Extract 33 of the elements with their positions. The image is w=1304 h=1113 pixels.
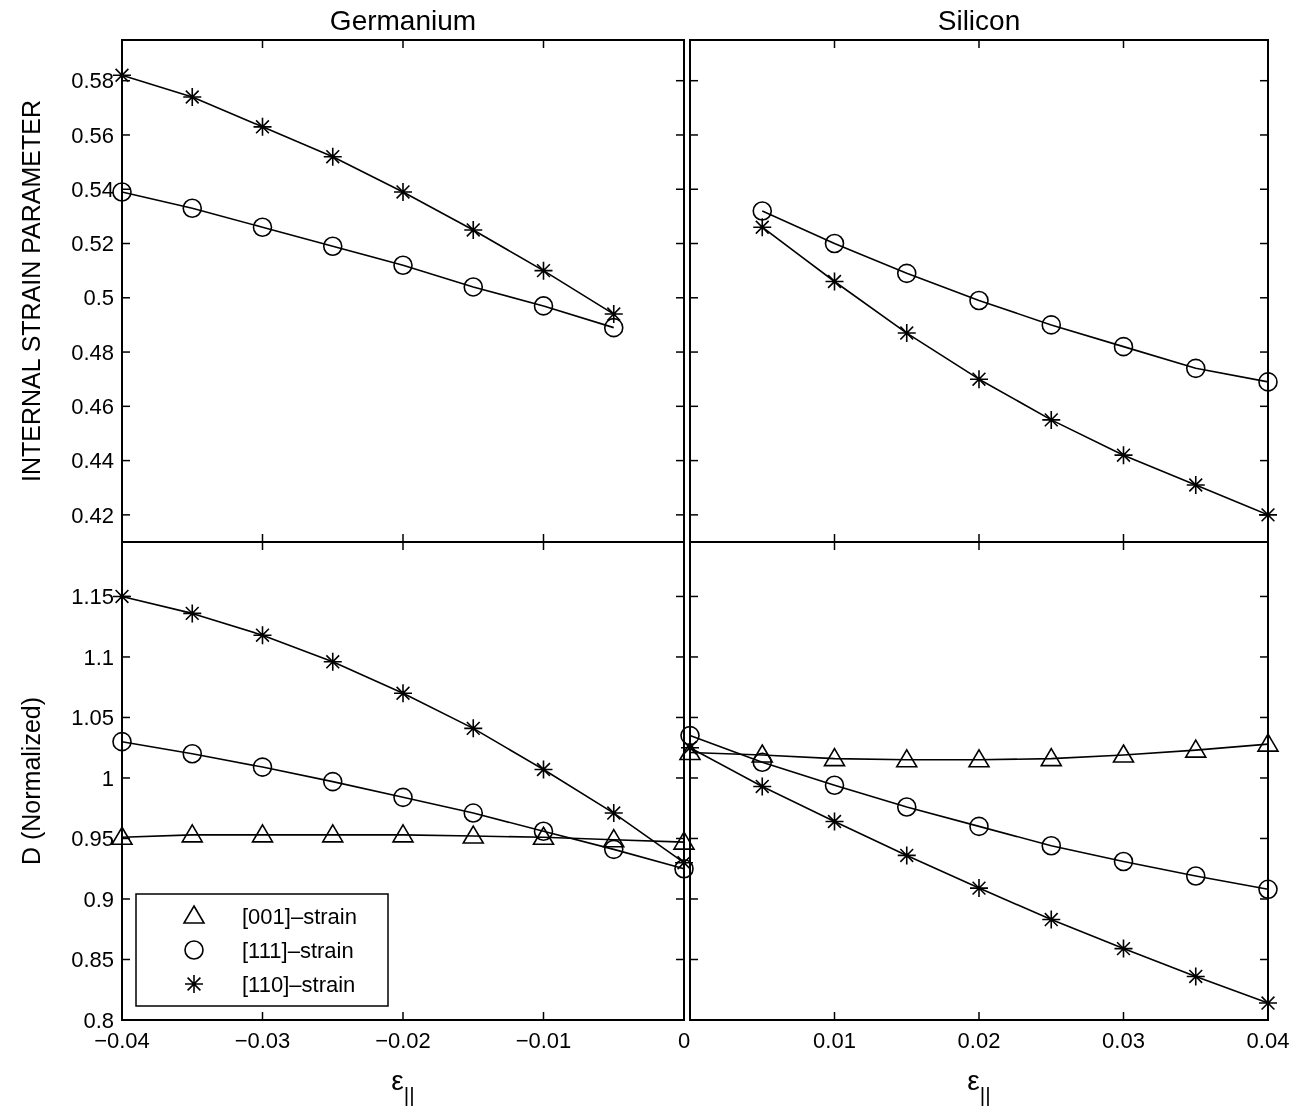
y-tick-label: 0.85 [71,947,114,973]
y-tick-label: 0.44 [71,448,114,474]
y-tick-label: 0.54 [71,176,114,202]
y-tick-label: 0.95 [71,826,114,852]
x-tick-label: −0.01 [515,1028,572,1053]
y-axis-title: D (Normalized) [17,696,45,866]
y-tick-label: 0.46 [71,394,114,420]
y-tick-label: 1.1 [83,644,114,670]
x-tick-label: 0.01 [813,1028,856,1053]
y-tick-label: 1.05 [71,705,114,731]
y-tick-label: 0.58 [71,68,114,94]
y-axis-title: INTERNAL STRAIN PARAMETER [17,100,45,482]
y-tick-label: 1 [101,765,114,791]
y-tick-label: 1.15 [71,584,114,610]
chart-title: Germanium [329,5,477,36]
y-tick-label: 0.42 [71,502,114,528]
x-tick-label: 0 [677,1028,691,1053]
y-tick-label: 0.56 [71,122,114,148]
y-tick-label: 0.48 [71,339,114,365]
legend-label: [001]–strain [242,903,357,929]
y-tick-label: 0.52 [71,231,114,257]
legend-label: [111]–strain [242,937,354,963]
legend-label: [110]–strain [242,971,356,997]
y-tick-label: 0.5 [83,285,114,311]
x-tick-label: 0.02 [957,1028,1001,1053]
x-tick-label: 0.04 [1246,1028,1290,1053]
chart-title: Silicon [937,5,1021,36]
x-axis-title: ε$_{||}$ [391,1065,415,1106]
y-tick-label: 0.9 [83,886,114,912]
x-tick-label: 0.03 [1102,1028,1145,1053]
x-axis-title: ε$_{||}$ [967,1065,991,1106]
x-tick-label: −0.03 [234,1028,291,1053]
x-tick-label: −0.02 [375,1028,431,1053]
